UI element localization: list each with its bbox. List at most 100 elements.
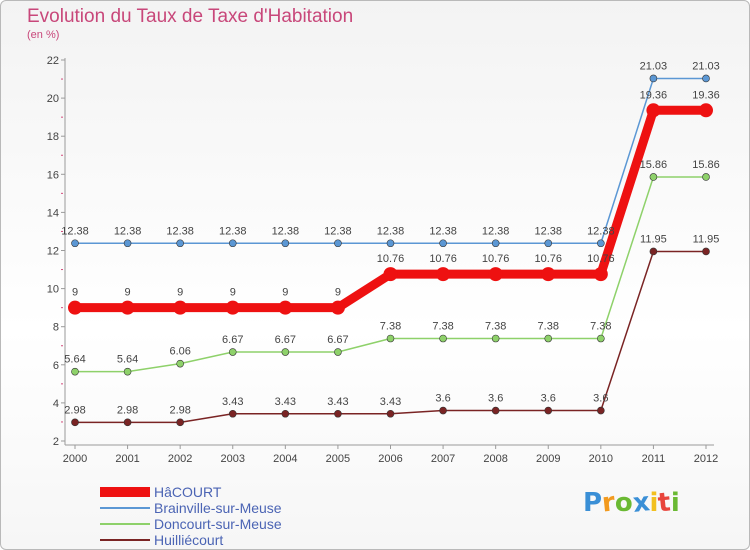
data-label-huilliecourt: 2.98: [169, 404, 190, 416]
data-point-huilliecourt: [386, 409, 395, 418]
data-label-huilliecourt: 2.98: [117, 404, 138, 416]
data-label-doncourt-sur-meuse: 7.38: [380, 321, 401, 333]
data-point-huilliecourt: [491, 406, 500, 415]
data-label-hacourt: 9: [335, 287, 341, 299]
data-label-hacourt: 10.76: [482, 253, 510, 265]
data-point-hacourt: [699, 103, 713, 118]
x-tick-label: 2002: [168, 453, 192, 465]
data-point-hacourt: [225, 300, 240, 315]
data-label-hacourt: 9: [282, 287, 288, 299]
y-tick-label: 18: [47, 131, 59, 143]
data-point-huilliecourt: [544, 406, 553, 415]
data-point-huilliecourt: [71, 418, 79, 427]
y-tick-label: 2: [53, 436, 59, 448]
legend-label-hacourt: HâCOURT: [154, 484, 222, 500]
chart-unit-label: (en %): [27, 29, 60, 41]
x-tick-label: 2008: [483, 453, 507, 465]
data-point-brainville-sur-meuse: [176, 239, 184, 248]
series-doncourt-sur-meuse: [71, 173, 710, 376]
data-point-huilliecourt: [123, 418, 132, 427]
data-label-doncourt-sur-meuse: 6.67: [275, 334, 296, 346]
data-label-hacourt: 19.36: [640, 89, 668, 101]
x-tick-label: 2003: [221, 453, 245, 465]
data-label-doncourt-sur-meuse: 6.67: [327, 334, 348, 346]
data-label-doncourt-sur-meuse: 15.86: [640, 159, 668, 171]
data-point-hacourt: [488, 267, 503, 282]
chart-axes: 2 4 6 8 10 12 14 16 18 20 22 2000 2001 2002 2003 2004 20…: [47, 55, 718, 465]
data-label-huilliecourt: 3.43: [380, 396, 401, 408]
data-label-brainville-sur-meuse: 12.38: [219, 225, 247, 237]
data-point-brainville-sur-meuse: [597, 239, 605, 248]
x-tick-label: 2004: [273, 453, 297, 465]
legend-label-brainville-sur-meuse: Brainville-sur-Meuse: [154, 500, 282, 516]
data-label-brainville-sur-meuse: 12.38: [429, 225, 457, 237]
data-label-brainville-sur-meuse: 21.03: [692, 60, 720, 72]
data-point-doncourt-sur-meuse: [334, 348, 342, 356]
series-hacourt: [68, 103, 713, 315]
data-label-doncourt-sur-meuse: 7.38: [485, 321, 506, 333]
data-point-brainville-sur-meuse: [334, 239, 342, 248]
y-tick-label: 20: [47, 93, 59, 105]
data-label-doncourt-sur-meuse: 15.86: [692, 159, 720, 171]
data-point-hacourt: [646, 103, 661, 118]
logo-letter: x: [631, 487, 652, 519]
data-label-huilliecourt: 3.6: [435, 393, 450, 405]
series-line-brainville-sur-meuse: [74, 77, 707, 245]
data-point-huilliecourt: [281, 409, 290, 418]
data-label-hacourt: 10.76: [377, 253, 405, 265]
data-point-doncourt-sur-meuse: [597, 334, 605, 343]
data-point-hacourt: [436, 267, 451, 282]
data-point-huilliecourt: [649, 247, 658, 256]
data-point-doncourt-sur-meuse: [386, 334, 395, 343]
line-chart: 2 4 6 8 10 12 14 16 18 20 22 2000 2001 2002 2003 2004 20…: [47, 55, 720, 465]
chart-title: Evolution du Taux de Taxe d'Habitation: [27, 6, 354, 27]
data-point-hacourt: [173, 300, 188, 315]
legend-swatch-doncourt-sur-meuse: [100, 523, 150, 525]
data-label-brainville-sur-meuse: 12.38: [114, 225, 142, 237]
data-point-brainville-sur-meuse: [123, 239, 132, 248]
data-label-doncourt-sur-meuse: 7.38: [432, 321, 453, 333]
data-point-huilliecourt: [702, 247, 710, 256]
series-huilliecourt: [71, 247, 710, 427]
data-point-doncourt-sur-meuse: [228, 348, 237, 356]
data-label-doncourt-sur-meuse: 5.64: [117, 354, 138, 366]
data-point-huilliecourt: [597, 406, 605, 415]
data-point-brainville-sur-meuse: [281, 239, 290, 248]
data-point-brainville-sur-meuse: [544, 239, 553, 248]
series-layer: [68, 74, 713, 427]
data-point-hacourt: [278, 300, 293, 315]
data-label-hacourt: 19.36: [692, 89, 720, 101]
x-tick-label: 2007: [431, 453, 455, 465]
data-label-huilliecourt: 3.43: [327, 396, 348, 408]
data-label-doncourt-sur-meuse: 6.67: [222, 334, 243, 346]
data-label-huilliecourt: 3.43: [222, 396, 243, 408]
legend-label-doncourt-sur-meuse: Doncourt-sur-Meuse: [154, 516, 282, 532]
data-label-brainville-sur-meuse: 12.38: [482, 225, 510, 237]
data-point-doncourt-sur-meuse: [439, 334, 447, 343]
y-tick-label: 16: [47, 169, 59, 181]
data-point-doncourt-sur-meuse: [491, 334, 500, 343]
data-label-doncourt-sur-meuse: 7.38: [538, 321, 559, 333]
data-point-doncourt-sur-meuse: [544, 334, 553, 343]
data-point-brainville-sur-meuse: [71, 239, 79, 248]
data-label-brainville-sur-meuse: 12.38: [587, 225, 615, 237]
x-tick-label: 2005: [326, 453, 350, 465]
x-tick-label: 2010: [589, 453, 613, 465]
data-label-huilliecourt: 3.6: [488, 393, 503, 405]
data-point-huilliecourt: [176, 418, 184, 427]
legend-label-huilliecourt: Huilliécourt: [154, 532, 224, 548]
logo-letter: i: [670, 488, 680, 518]
x-tick-label: 2011: [642, 453, 666, 465]
data-point-doncourt-sur-meuse: [123, 367, 132, 376]
y-tick-label: 12: [47, 246, 59, 258]
data-label-huilliecourt: 3.43: [275, 396, 296, 408]
x-tick-label: 2009: [536, 453, 560, 465]
data-point-brainville-sur-meuse: [491, 239, 500, 248]
data-label-brainville-sur-meuse: 12.38: [272, 225, 300, 237]
data-label-brainville-sur-meuse: 12.38: [534, 225, 562, 237]
x-tick-label: 2000: [63, 453, 87, 465]
legend-swatch-brainville-sur-meuse: [100, 507, 150, 509]
data-label-huilliecourt: 11.95: [640, 233, 667, 245]
data-point-hacourt: [68, 300, 82, 315]
